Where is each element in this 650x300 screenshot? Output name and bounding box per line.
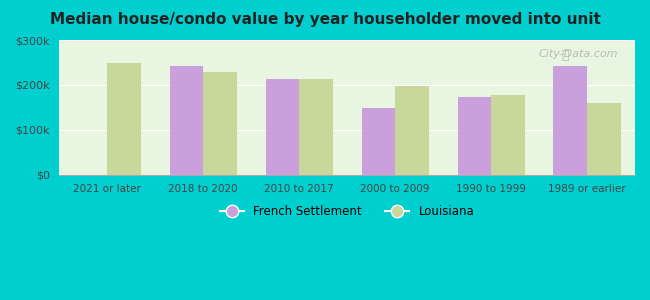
Bar (107, 63, 141, 175)
Text: Median house/condo value by year householder moved into unit: Median house/condo value by year househo… (49, 12, 601, 27)
Bar (361, 108, 395, 175)
Bar (266, 79, 299, 175)
Bar (553, 66, 587, 175)
Bar (203, 72, 237, 175)
Bar (170, 66, 203, 175)
Bar (395, 86, 429, 175)
Text: ⓘ: ⓘ (562, 50, 569, 62)
Bar (458, 98, 491, 175)
Legend: French Settlement, Louisiana: French Settlement, Louisiana (215, 200, 479, 222)
Text: City-Data.com: City-Data.com (538, 50, 617, 59)
Bar (587, 103, 621, 175)
Bar (299, 79, 333, 175)
Bar (491, 95, 525, 175)
